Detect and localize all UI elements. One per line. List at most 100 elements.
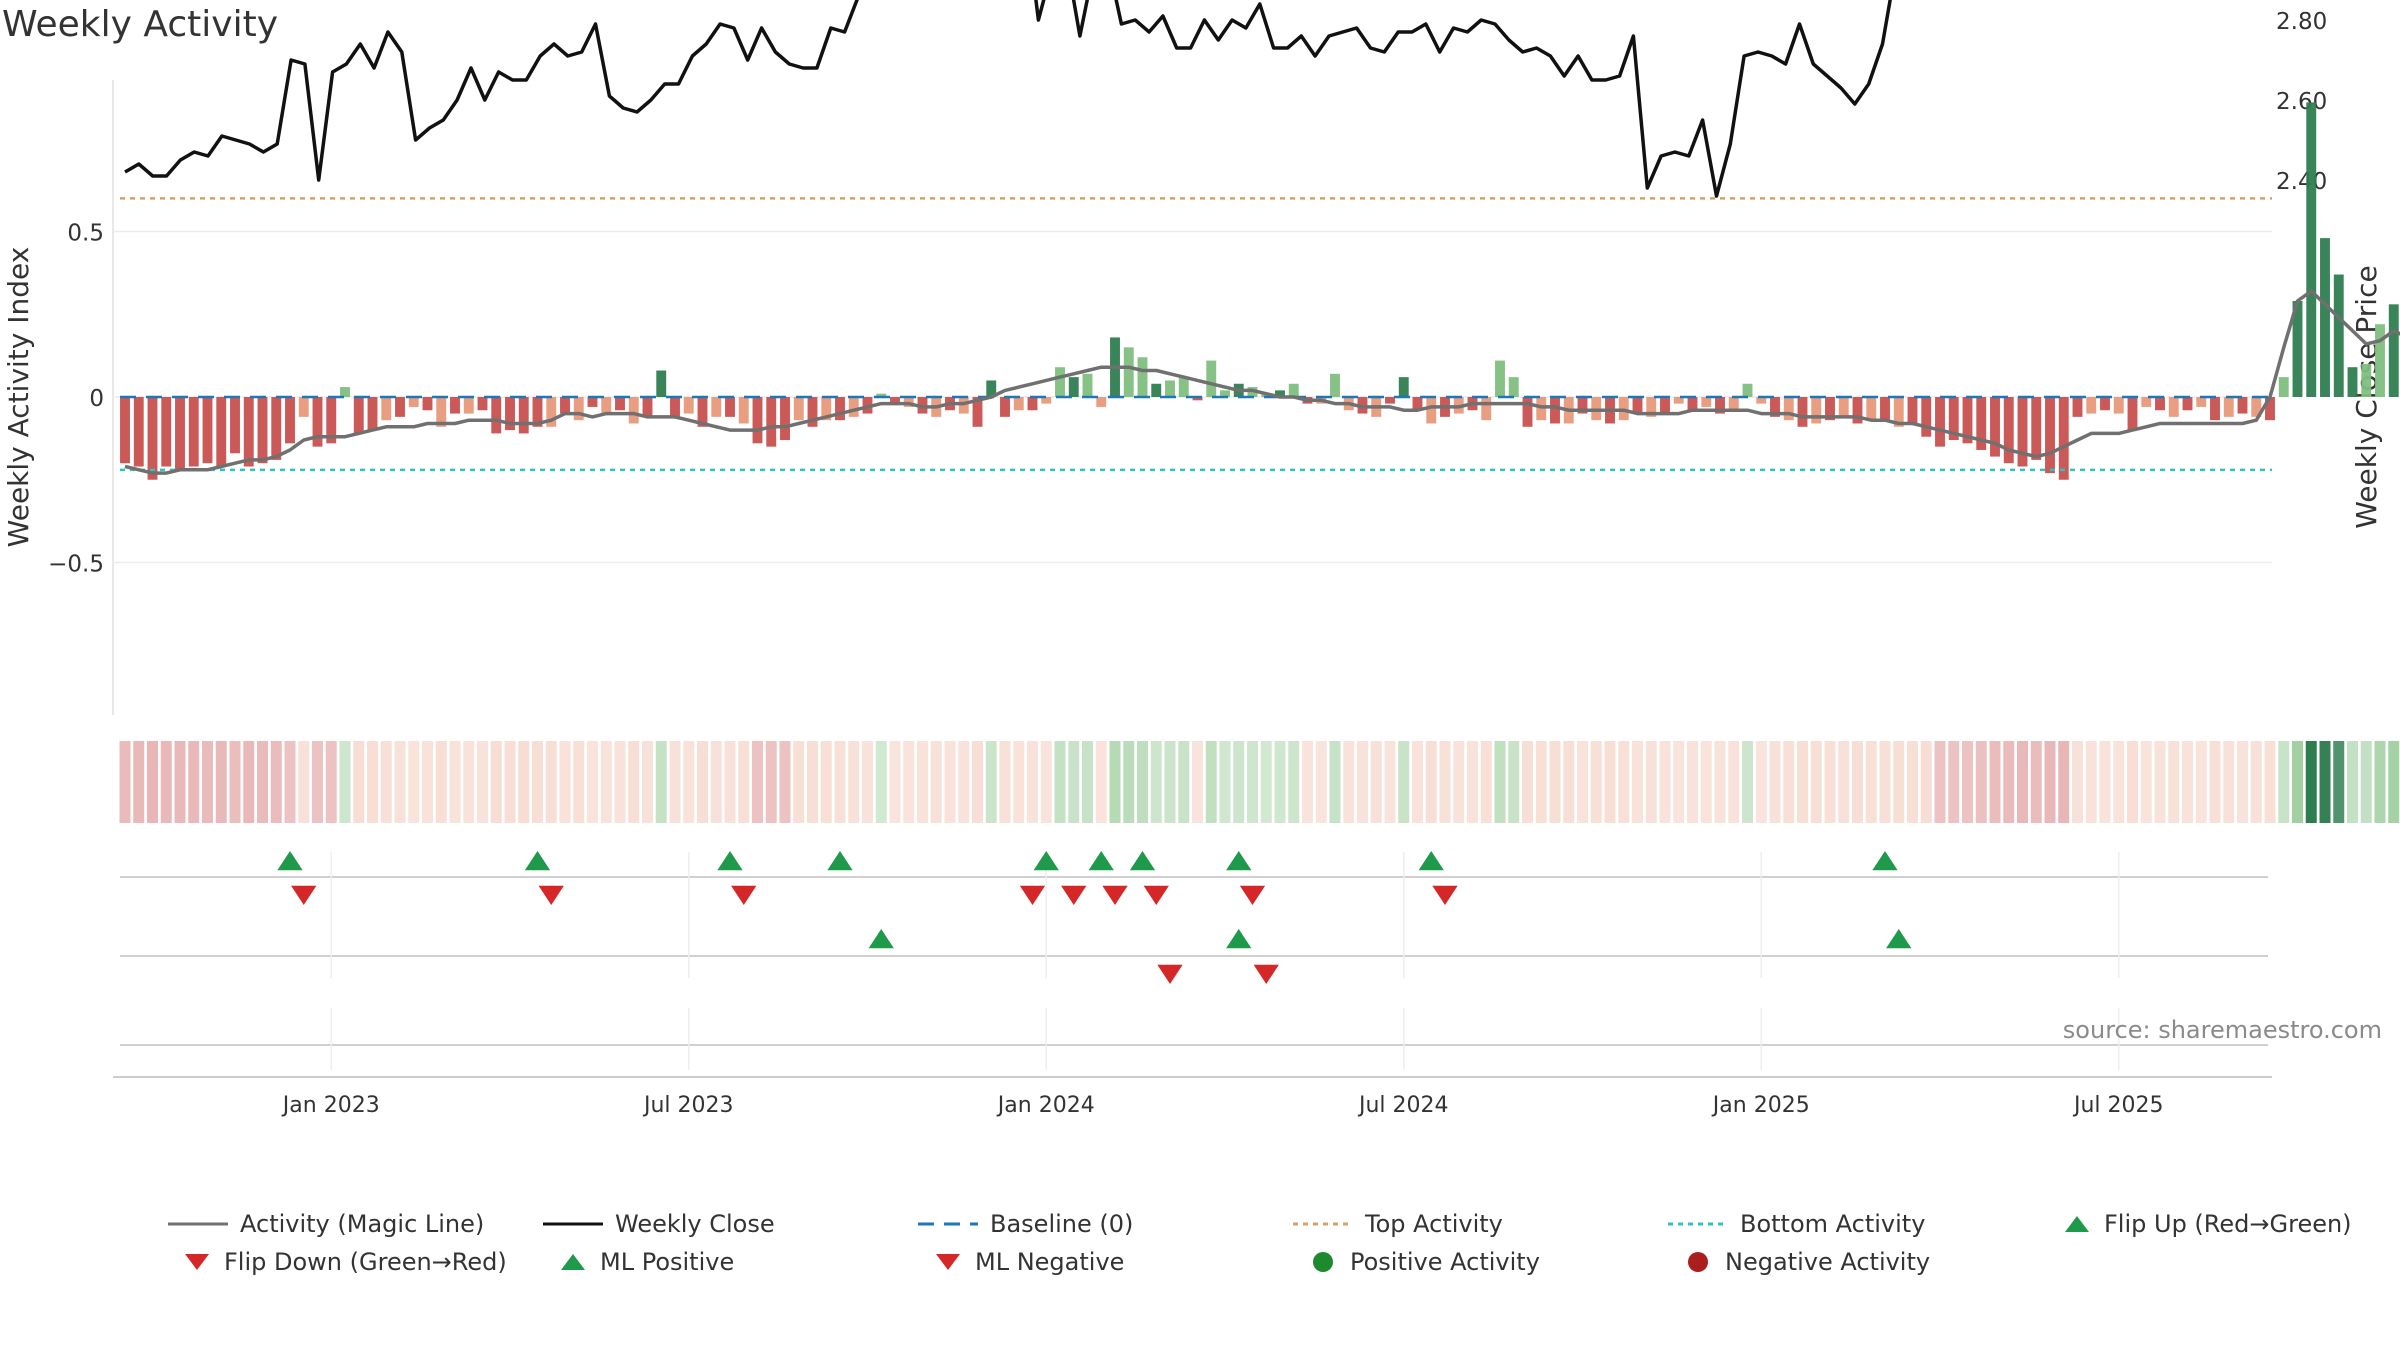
legend-label: Baseline (0) [990, 1210, 1134, 1238]
heat-strip-cell [1467, 741, 1478, 823]
activity-bar [670, 397, 680, 417]
activity-bar [1770, 397, 1780, 417]
legend-label: Flip Down (Green→Red) [224, 1248, 507, 1276]
activity-bar [1385, 397, 1395, 404]
right-tick-label: 2.40 [2276, 169, 2327, 195]
flip-up-marker [827, 851, 853, 871]
heat-strip-cell [2168, 741, 2180, 823]
heat-strip-cell [958, 741, 970, 823]
heat-strip-cell [2319, 741, 2331, 823]
activity-bar [2265, 397, 2275, 421]
legend-item-positive-activity: Positive Activity [1308, 1243, 1540, 1281]
heat-strip-cell [889, 741, 901, 823]
heat-strip-cell [339, 741, 351, 823]
activity-bar [1178, 377, 1189, 397]
heat-strip-cell [2333, 741, 2345, 823]
heat-strip-cell [2085, 741, 2097, 823]
magic-line-series [124, 289, 2400, 475]
heat-strip-cell [1645, 741, 1657, 823]
activity-bar [2278, 377, 2289, 397]
heat-strip-cell [1893, 741, 1905, 823]
activity-bar [848, 397, 859, 417]
heat-strip-cell [2113, 741, 2125, 823]
heat-strip-cell [1714, 741, 1726, 823]
ml-positive-marker [1886, 929, 1912, 949]
circle-icon [1313, 1252, 1333, 1272]
heat-strip-cell [972, 741, 983, 823]
heat-strip-cell [312, 741, 323, 823]
heat-strip-cell [2127, 741, 2138, 823]
heat-strip-cell [257, 741, 268, 823]
activity-bar [1550, 397, 1560, 424]
heat-strip-cell [917, 741, 928, 823]
legend-weekly-close-swatch [543, 1222, 603, 1226]
activity-bar [1398, 377, 1409, 397]
activity-bar [1893, 397, 1904, 427]
heat-strip-cell [807, 741, 818, 823]
heat-strip-cell [380, 741, 392, 823]
activity-bar [257, 397, 268, 464]
flip-down-marker [1102, 885, 1128, 905]
activity-bar [642, 397, 653, 417]
activity-bar [2168, 397, 2179, 417]
legend-label: Flip Up (Red→Green) [2104, 1210, 2352, 1238]
activity-bar [2100, 397, 2110, 411]
activity-bar [422, 397, 433, 411]
heat-strip-cell [1522, 741, 1533, 823]
activity-bar [697, 397, 708, 427]
activity-bar [216, 397, 227, 467]
activity-bar [243, 397, 254, 467]
heat-strip-cell [1879, 741, 1891, 823]
flip-up-marker [1418, 851, 1444, 871]
heat-strip-cell [697, 741, 708, 823]
activity-bar [628, 397, 639, 424]
heat-strip-cell [1274, 741, 1286, 823]
activity-bar [725, 397, 735, 417]
heat-strip-cell [1137, 741, 1148, 823]
heat-strip-cell [2140, 741, 2152, 823]
activity-bar [1632, 397, 1643, 414]
heat-strip-cell [1975, 741, 1987, 823]
activity-bar [573, 397, 584, 421]
activity-bar [793, 397, 804, 421]
heat-strip-cell [2154, 741, 2166, 823]
x-tick-label: Jan 2025 [1711, 1093, 1810, 1118]
legend-label: Weekly Close [615, 1210, 775, 1238]
flip-down-marker [1143, 885, 1169, 905]
heat-strip-cell [793, 741, 805, 823]
heat-strip-cell [587, 741, 598, 823]
activity-bar [972, 397, 983, 427]
activity-bar [2113, 397, 2124, 414]
heat-strip-cell [532, 741, 543, 823]
heat-strip-cell [1109, 741, 1121, 823]
activity-bar [1068, 377, 1079, 397]
activity-bar [2003, 397, 2014, 464]
activity-bar [1811, 397, 1822, 424]
heat-strip-cell [1288, 741, 1300, 823]
heat-strip-cell [1632, 741, 1643, 823]
activity-bar [1976, 397, 1987, 450]
activity-bar [1082, 373, 1093, 397]
heat-strip-cell [1604, 741, 1616, 823]
activity-bar [1096, 397, 1107, 407]
heat-strip-cell [1205, 741, 1217, 823]
x-tick-label: Jul 2023 [642, 1093, 734, 1118]
heat-strip-cell [449, 741, 461, 823]
activity-bar [518, 397, 529, 434]
activity-bar [2141, 397, 2152, 407]
activity-bar [1948, 397, 1959, 441]
activity-bar [1660, 397, 1670, 414]
flip-up-marker [1872, 851, 1898, 871]
activity-bar [752, 397, 763, 444]
heat-strip-cell [559, 741, 571, 823]
heat-strip-cell [1453, 741, 1465, 823]
activity-bar [2237, 397, 2248, 414]
activity-bar [1838, 397, 1849, 417]
activity-bar [1522, 397, 1533, 427]
flip-up-marker [524, 851, 551, 871]
legend-label: ML Negative [975, 1248, 1125, 1276]
heat-strip-cell [1590, 741, 1602, 823]
heat-strip-cell [628, 741, 640, 823]
heat-strip-cell [848, 741, 860, 823]
heat-strip-cell [1673, 741, 1685, 823]
